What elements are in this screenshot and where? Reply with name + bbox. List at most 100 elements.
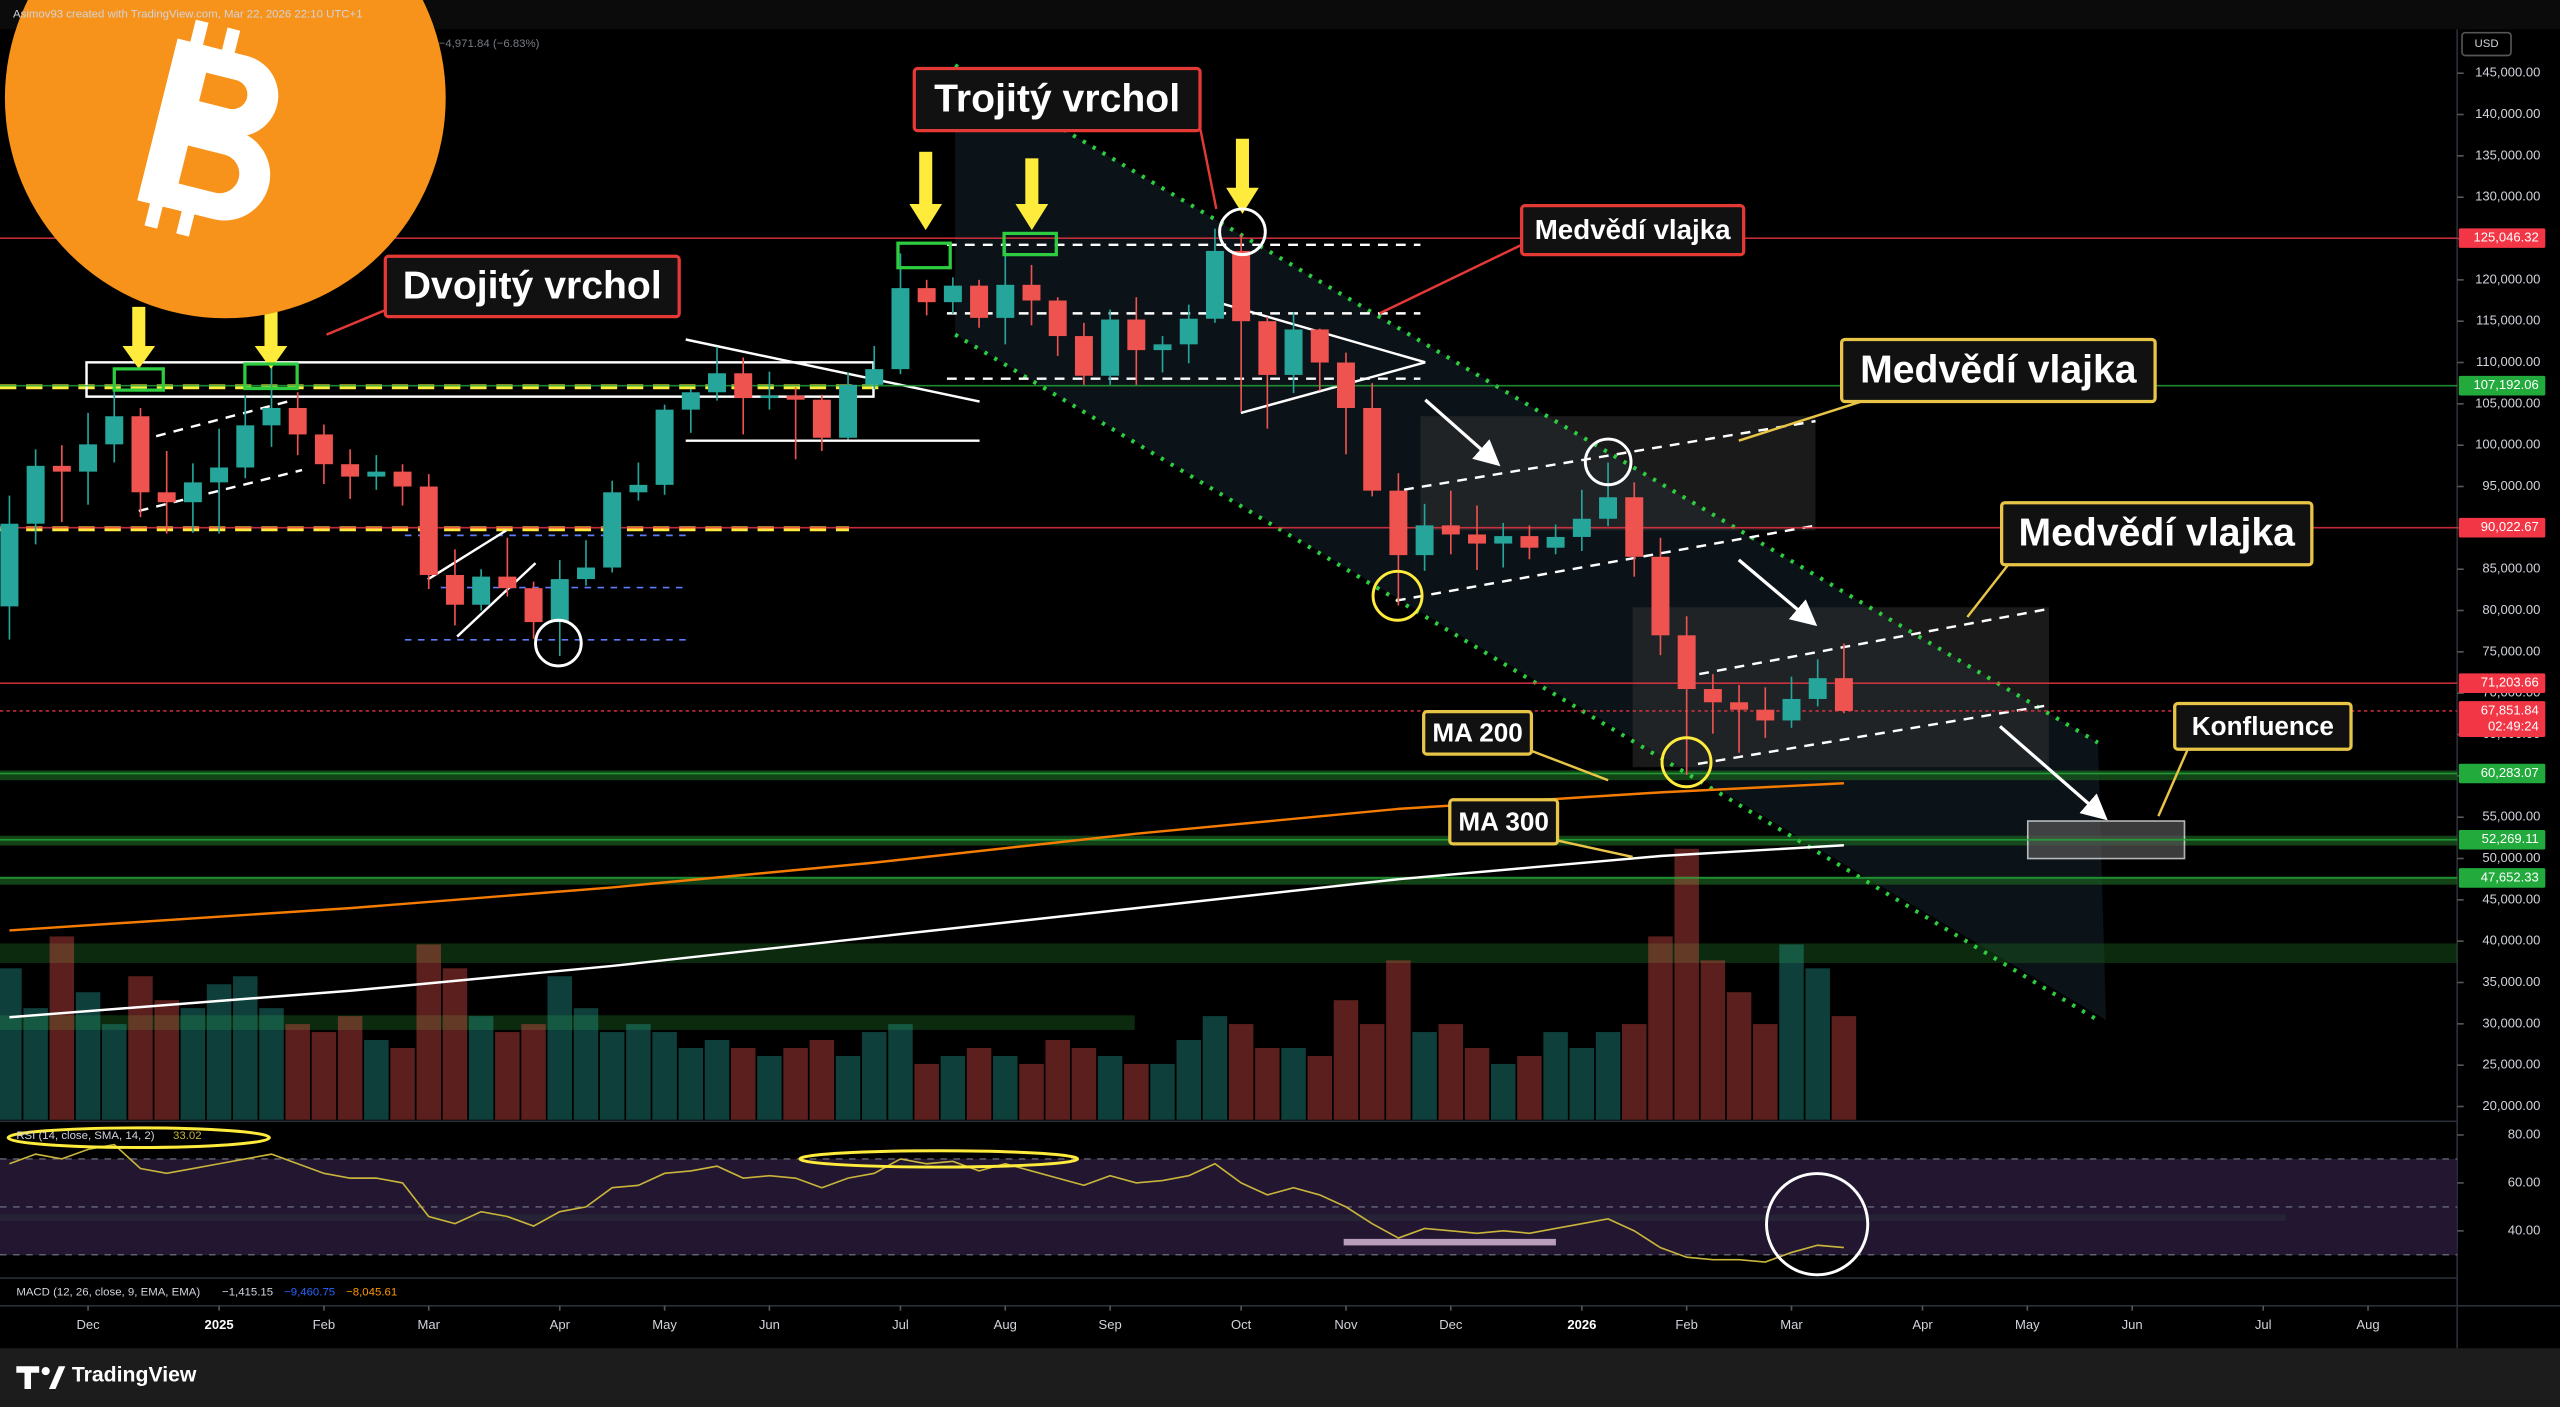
price-tag-label: 52,269.11 — [2482, 831, 2539, 846]
candle-body — [1205, 250, 1224, 319]
overlay — [1765, 1172, 1870, 1277]
candle-body — [839, 384, 858, 438]
annotation-connector — [1530, 749, 1609, 782]
drawing — [0, 876, 2458, 885]
overlay — [1660, 736, 1713, 789]
candle-body — [1310, 329, 1329, 363]
candle-body — [0, 523, 19, 607]
volume-bar — [1150, 1063, 1175, 1120]
candle-body — [760, 395, 779, 399]
annotation-text: MA 200 — [1432, 717, 1522, 747]
candle-body — [1363, 407, 1382, 491]
annotation-connector — [1966, 564, 2010, 618]
volume-bar — [206, 984, 232, 1120]
volume-bar — [547, 976, 573, 1120]
y-tick-label: 20,000.00 — [2482, 1098, 2540, 1113]
price-tag — [2458, 829, 2546, 850]
overlay — [144, 200, 164, 229]
drawing — [954, 332, 2100, 1022]
candle-body — [1048, 300, 1067, 337]
plot: 20,000.00 25,000.00 30,000.00 35,000.00 40,0… — [0, 65, 2540, 1332]
overlay — [176, 208, 196, 237]
candle-body — [52, 465, 71, 472]
y-tick-label: 110,000.00 — [2476, 354, 2540, 369]
y-tick-label: 40,000.00 — [2482, 933, 2540, 948]
volume-bar — [1622, 1024, 1647, 1120]
macd-value: −8,045.61 — [346, 1287, 397, 1299]
candle-body — [1651, 556, 1670, 636]
annotation-box — [1520, 204, 1746, 257]
candle-body — [1101, 319, 1120, 376]
candle-body — [1703, 689, 1722, 703]
drawing — [138, 243, 2050, 766]
drawing — [1403, 419, 1816, 491]
volume-bar — [1228, 1024, 1254, 1120]
overlay: Bitcoin · U.S. Dollar · 1W · INDEX O71,8… — [4, 0, 2546, 1390]
candle-body — [1127, 319, 1146, 351]
volume-bar — [757, 1055, 782, 1120]
overlay — [112, 367, 165, 392]
annotation-text: MA 300 — [1458, 806, 1548, 836]
candle-body — [629, 484, 648, 493]
overlay — [264, 306, 278, 350]
price-tag-label: 90,022.67 — [2481, 519, 2539, 534]
candle-body — [1730, 702, 1749, 710]
volume-bar — [1464, 1048, 1490, 1120]
candle-body — [1546, 536, 1565, 548]
background — [0, 1348, 2560, 1407]
candle-body — [786, 395, 805, 400]
x-tick-label: Jun — [2122, 1317, 2143, 1332]
volume-bar — [521, 1024, 546, 1120]
candle-body — [1599, 497, 1618, 519]
overlay — [1998, 725, 2108, 821]
price-tag — [2458, 228, 2546, 248]
volume-bar — [966, 1048, 992, 1120]
overlay — [6, 207, 1870, 1277]
candle-body — [210, 467, 229, 483]
rsi-line — [9, 1143, 1844, 1263]
annotation-box — [2173, 701, 2353, 751]
candle-body — [708, 373, 726, 393]
brand: TradingView — [72, 1364, 197, 1387]
candle-body — [288, 407, 307, 435]
y-tick-label: 35,000.00 — [2482, 974, 2540, 989]
annotation-connector — [1738, 400, 1862, 442]
overlay — [1371, 569, 1424, 622]
volume-bar — [1726, 992, 1752, 1120]
annotation-box — [912, 66, 1202, 133]
watermark: Asimov93 created with TradingView.com, M… — [13, 9, 362, 21]
candle-body — [1782, 698, 1801, 721]
volume-bar — [442, 968, 468, 1120]
x-tick-label: Aug — [994, 1317, 1017, 1332]
x-tick-label: Dec — [1439, 1317, 1463, 1332]
volume-bar — [1517, 1055, 1542, 1120]
candle-body — [1153, 344, 1172, 351]
x-tick-label: Aug — [2356, 1317, 2379, 1332]
candle-body — [1022, 284, 1041, 301]
candle-body — [105, 416, 124, 445]
drawing — [1681, 607, 2050, 679]
annotation-text: Medvědí vlajka — [2019, 512, 2297, 555]
candle-body — [524, 588, 543, 623]
overlay — [16, 1366, 40, 1390]
volume-bar — [1595, 1032, 1621, 1120]
volume-bar — [1779, 944, 1804, 1120]
annotation-box — [1422, 710, 1534, 756]
volume-bar — [1831, 1016, 1857, 1120]
overlay — [919, 151, 933, 208]
candle-body — [1520, 536, 1539, 548]
volume-bar — [835, 1055, 861, 1120]
volume-bar — [1202, 1016, 1228, 1120]
candle-body — [1756, 709, 1775, 721]
drawing — [0, 770, 2458, 781]
candle-body — [1494, 536, 1513, 544]
price-tag-label: 60,283.07 — [2481, 765, 2539, 780]
background — [2461, 31, 2512, 57]
volume-bar — [1674, 848, 1699, 1120]
overlay — [178, 145, 240, 194]
annotation-text: Trojitý vrchol — [934, 78, 1180, 121]
candle-body — [131, 416, 150, 493]
candle-body — [341, 464, 360, 477]
